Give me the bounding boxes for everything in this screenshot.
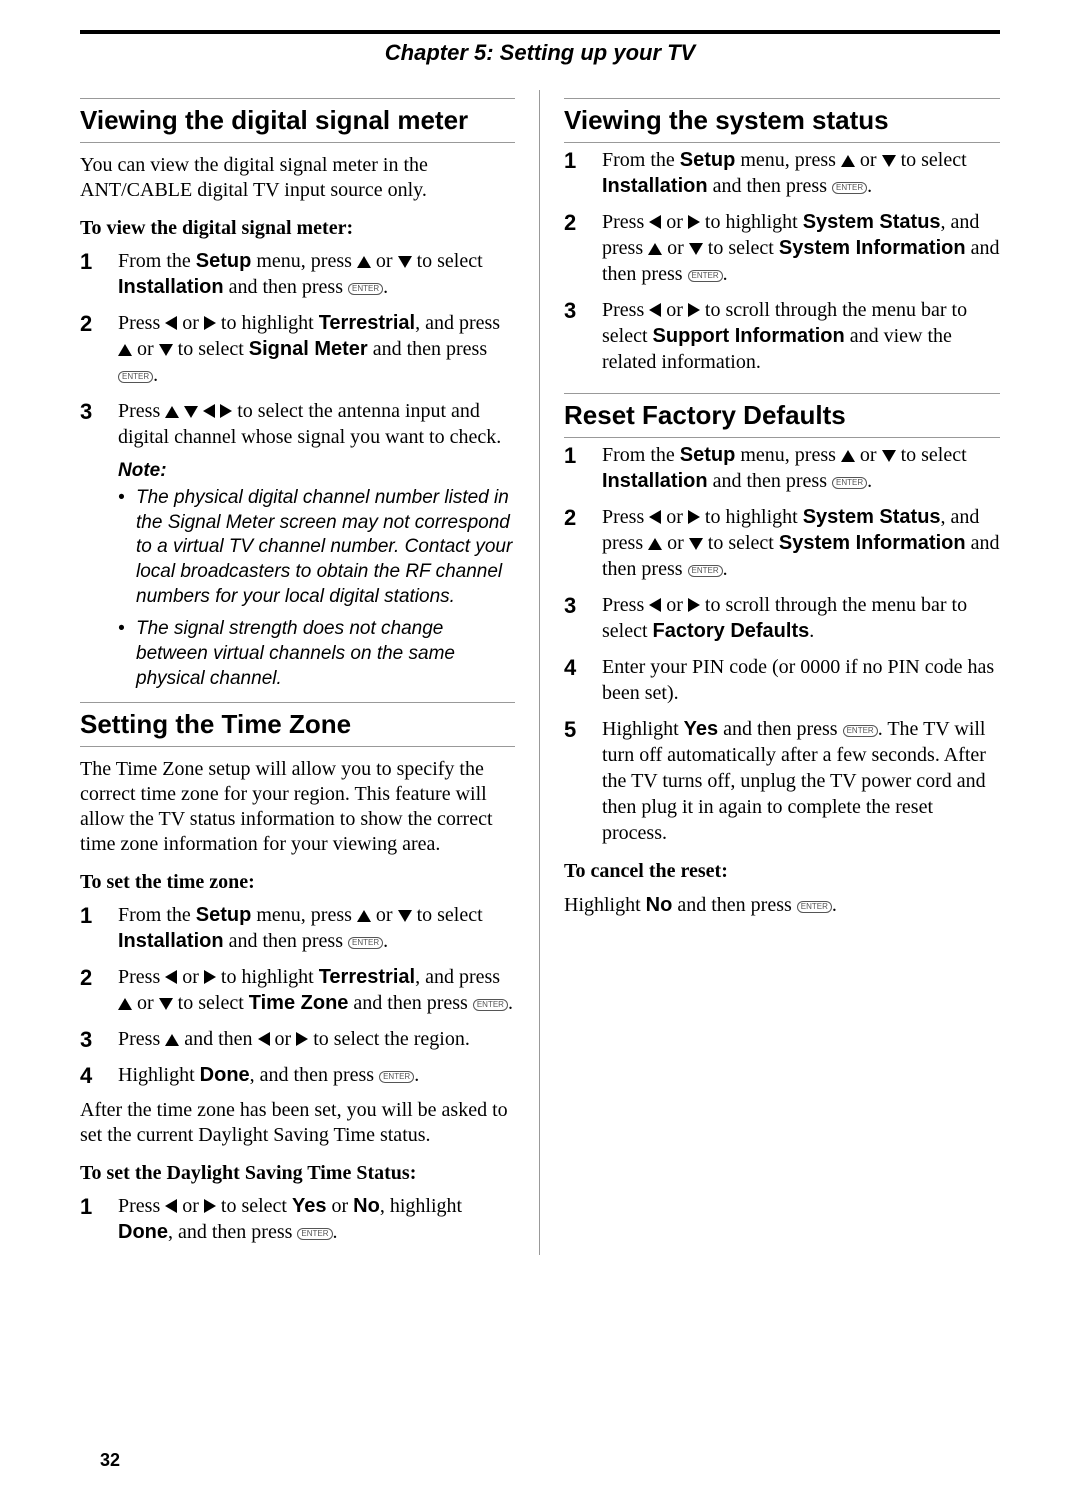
steps-dst: Press or to select Yes or No, highlight … [80,1193,515,1245]
step: From the Setup menu, press or to select … [80,902,515,954]
left-arrow-icon [649,215,661,229]
left-column: Viewing the digital signal meter You can… [80,90,540,1255]
step: Press or to highlight Terrestrial, and p… [80,310,515,388]
step: Press and then or to select the region. [80,1026,515,1052]
enter-icon: ENTER [832,182,867,194]
subhead-view-signal: To view the digital signal meter: [80,217,515,240]
top-rule [80,30,1000,34]
enter-icon: ENTER [297,1228,332,1240]
down-arrow-icon [184,406,198,418]
down-arrow-icon [398,256,412,268]
right-arrow-icon [688,598,700,612]
steps-time-zone: From the Setup menu, press or to select … [80,902,515,1088]
step: Press or to highlight System Status, and… [564,209,1000,287]
step: Press or to scroll through the menu bar … [564,592,1000,644]
left-arrow-icon [165,1199,177,1213]
left-arrow-icon [203,404,215,418]
enter-icon: ENTER [379,1071,414,1083]
subhead-cancel-reset: To cancel the reset: [564,860,1000,883]
steps-system-status: From the Setup menu, press or to select … [564,147,1000,375]
right-column: Viewing the system status From the Setup… [540,90,1000,1255]
step: Press or to highlight Terrestrial, and p… [80,964,515,1016]
left-arrow-icon [649,598,661,612]
section-time-zone: Setting the Time Zone [80,702,515,747]
section-reset-defaults: Reset Factory Defaults [564,393,1000,438]
enter-icon: ENTER [688,565,723,577]
up-arrow-icon [165,1034,179,1046]
enter-icon: ENTER [118,371,153,383]
cancel-text: Highlight No and then press ENTER. [564,893,1000,918]
down-arrow-icon [689,243,703,255]
up-arrow-icon [841,450,855,462]
right-arrow-icon [204,970,216,984]
down-arrow-icon [882,155,896,167]
left-arrow-icon [649,303,661,317]
up-arrow-icon [841,155,855,167]
down-arrow-icon [882,450,896,462]
left-arrow-icon [165,970,177,984]
up-arrow-icon [118,998,132,1010]
enter-icon: ENTER [348,937,383,949]
page-number: 32 [100,1450,120,1471]
right-arrow-icon [204,1199,216,1213]
step: From the Setup menu, press or to select … [564,442,1000,494]
manual-page: Chapter 5: Setting up your TV Viewing th… [0,0,1080,1511]
enter-icon: ENTER [688,270,723,282]
steps-reset-defaults: From the Setup menu, press or to select … [564,442,1000,846]
down-arrow-icon [398,910,412,922]
note-item: The physical digital channel number list… [118,486,515,609]
after-text: After the time zone has been set, you wi… [80,1098,515,1148]
left-arrow-icon [165,316,177,330]
step: Press or to select Yes or No, highlight … [80,1193,515,1245]
right-arrow-icon [220,404,232,418]
enter-icon: ENTER [473,999,508,1011]
left-arrow-icon [258,1032,270,1046]
up-arrow-icon [648,538,662,550]
right-arrow-icon [688,215,700,229]
chapter-title: Chapter 5: Setting up your TV [80,40,1000,66]
enter-icon: ENTER [348,283,383,295]
note-heading: Note: [118,460,515,482]
subhead-dst: To set the Daylight Saving Time Status: [80,1162,515,1185]
up-arrow-icon [165,406,179,418]
enter-icon: ENTER [832,477,867,489]
note-block: Note: The physical digital channel numbe… [118,460,515,692]
down-arrow-icon [689,538,703,550]
two-column-layout: Viewing the digital signal meter You can… [80,90,1000,1255]
up-arrow-icon [118,344,132,356]
step: Press or to highlight System Status, and… [564,504,1000,582]
step: From the Setup menu, press or to select … [564,147,1000,199]
up-arrow-icon [357,256,371,268]
step: Enter your PIN code (or 0000 if no PIN c… [564,654,1000,706]
step: Press or to scroll through the menu bar … [564,297,1000,375]
right-arrow-icon [688,510,700,524]
up-arrow-icon [648,243,662,255]
right-arrow-icon [296,1032,308,1046]
enter-icon: ENTER [843,725,878,737]
section-system-status: Viewing the system status [564,98,1000,143]
down-arrow-icon [159,998,173,1010]
intro-text: You can view the digital signal meter in… [80,153,515,203]
step: Press to select the antenna input and di… [80,398,515,450]
down-arrow-icon [159,344,173,356]
section-digital-signal-meter: Viewing the digital signal meter [80,98,515,143]
intro-text: The Time Zone setup will allow you to sp… [80,757,515,857]
note-list: The physical digital channel number list… [118,486,515,692]
subhead-set-time-zone: To set the time zone: [80,871,515,894]
left-arrow-icon [649,510,661,524]
steps-signal-meter: From the Setup menu, press or to select … [80,248,515,450]
up-arrow-icon [357,910,371,922]
right-arrow-icon [688,303,700,317]
right-arrow-icon [204,316,216,330]
note-item: The signal strength does not change betw… [118,617,515,691]
step: From the Setup menu, press or to select … [80,248,515,300]
step: Highlight Done, and then press ENTER. [80,1062,515,1088]
enter-icon: ENTER [797,901,832,913]
step: Highlight Yes and then press ENTER. The … [564,716,1000,846]
